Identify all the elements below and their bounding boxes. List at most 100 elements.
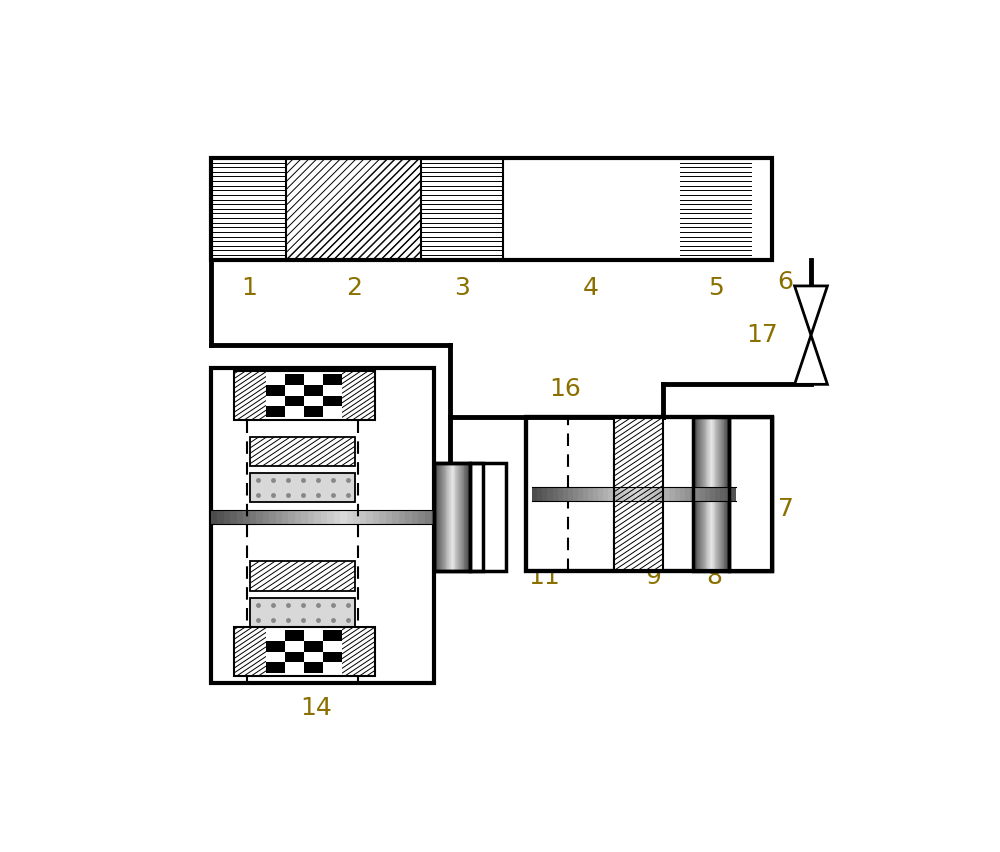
Text: 11: 11 bbox=[528, 565, 560, 589]
Bar bbox=[459, 463, 461, 572]
Bar bbox=[711, 417, 713, 572]
Bar bbox=[234, 627, 375, 676]
Bar bbox=[730, 486, 736, 501]
Bar bbox=[697, 417, 698, 572]
Text: 1: 1 bbox=[241, 276, 257, 300]
Bar bbox=[453, 463, 454, 572]
Bar bbox=[553, 486, 558, 501]
Bar bbox=[386, 509, 393, 524]
Bar bbox=[263, 509, 270, 524]
Bar bbox=[399, 509, 406, 524]
Bar bbox=[702, 417, 703, 572]
Bar bbox=[654, 486, 660, 501]
Bar bbox=[250, 597, 355, 627]
Bar bbox=[563, 486, 568, 501]
Bar bbox=[323, 652, 342, 662]
Bar bbox=[457, 509, 464, 524]
Bar bbox=[664, 486, 670, 501]
Bar bbox=[706, 417, 708, 572]
Bar bbox=[323, 396, 342, 406]
Bar bbox=[457, 463, 459, 572]
Bar bbox=[442, 463, 443, 572]
Bar bbox=[295, 509, 302, 524]
Bar bbox=[693, 417, 729, 572]
Bar bbox=[694, 417, 695, 572]
Bar bbox=[644, 486, 650, 501]
Bar bbox=[717, 417, 719, 572]
Text: 12: 12 bbox=[467, 537, 499, 561]
Bar bbox=[578, 486, 584, 501]
Bar bbox=[234, 371, 266, 420]
Bar bbox=[470, 463, 506, 572]
Bar bbox=[250, 509, 257, 524]
Bar bbox=[455, 463, 456, 572]
Bar bbox=[649, 486, 655, 501]
Bar bbox=[418, 509, 425, 524]
Bar bbox=[695, 486, 701, 501]
Bar bbox=[727, 417, 729, 572]
Bar bbox=[465, 463, 467, 572]
Bar bbox=[707, 417, 709, 572]
Bar bbox=[568, 486, 574, 501]
Text: 5: 5 bbox=[708, 276, 724, 300]
Bar bbox=[680, 158, 752, 260]
Bar bbox=[695, 417, 696, 572]
Text: 9: 9 bbox=[646, 565, 661, 589]
Bar bbox=[634, 486, 640, 501]
Bar bbox=[437, 509, 445, 524]
Bar bbox=[451, 463, 452, 572]
Bar bbox=[266, 641, 285, 652]
Bar bbox=[714, 417, 715, 572]
Bar bbox=[304, 662, 323, 673]
Text: 13: 13 bbox=[413, 537, 444, 561]
Bar bbox=[360, 509, 367, 524]
Bar bbox=[724, 417, 726, 572]
Bar bbox=[340, 509, 347, 524]
Bar bbox=[250, 437, 355, 466]
Bar bbox=[462, 463, 463, 572]
Bar bbox=[675, 486, 680, 501]
Bar bbox=[468, 463, 470, 572]
Bar bbox=[716, 417, 718, 572]
Bar bbox=[629, 486, 635, 501]
Bar bbox=[706, 417, 707, 572]
Bar bbox=[708, 417, 710, 572]
Bar bbox=[437, 463, 439, 572]
Bar bbox=[431, 509, 438, 524]
Text: 7: 7 bbox=[778, 497, 794, 521]
Bar bbox=[327, 509, 334, 524]
Bar bbox=[722, 417, 723, 572]
Text: 10: 10 bbox=[598, 465, 630, 489]
Bar bbox=[421, 158, 503, 260]
Bar bbox=[699, 417, 701, 572]
Bar bbox=[503, 158, 680, 260]
Bar bbox=[243, 509, 250, 524]
Text: 14: 14 bbox=[300, 696, 332, 720]
Bar bbox=[703, 417, 704, 572]
Bar bbox=[715, 417, 717, 572]
Bar bbox=[693, 417, 694, 572]
Bar bbox=[680, 486, 685, 501]
Bar bbox=[217, 509, 224, 524]
Bar bbox=[461, 463, 462, 572]
Bar bbox=[276, 509, 283, 524]
Bar bbox=[440, 463, 442, 572]
Bar bbox=[445, 463, 446, 572]
Bar bbox=[460, 463, 461, 572]
Bar bbox=[323, 630, 342, 641]
Bar bbox=[353, 509, 360, 524]
Bar bbox=[526, 417, 772, 572]
Bar bbox=[614, 417, 663, 572]
Bar bbox=[455, 463, 457, 572]
Bar bbox=[444, 509, 451, 524]
Bar bbox=[405, 509, 412, 524]
Bar bbox=[713, 417, 714, 572]
Bar bbox=[542, 486, 548, 501]
Bar bbox=[347, 509, 354, 524]
Bar bbox=[301, 509, 309, 524]
Text: 15: 15 bbox=[217, 646, 249, 670]
Bar bbox=[230, 509, 237, 524]
Bar bbox=[724, 417, 725, 572]
Bar bbox=[593, 486, 599, 501]
Bar bbox=[304, 385, 323, 396]
